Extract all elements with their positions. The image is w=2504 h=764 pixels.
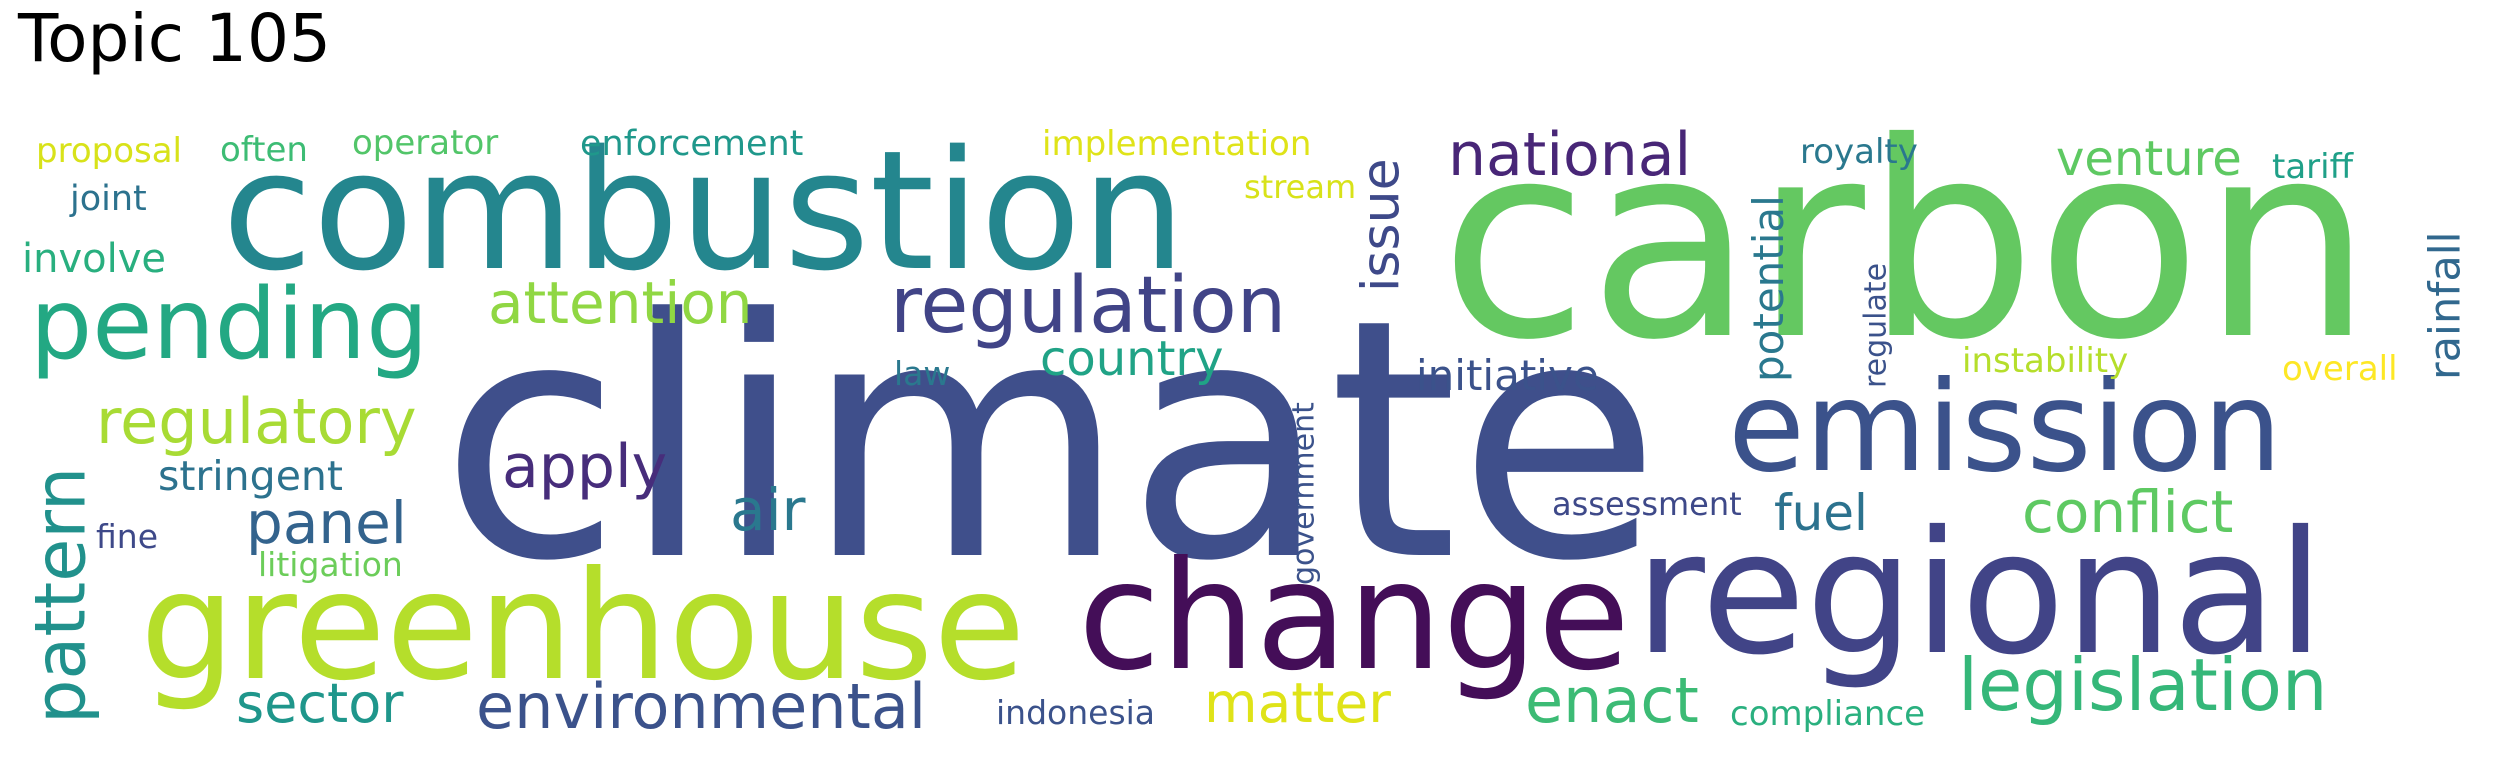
word-operator: operator (352, 123, 498, 163)
word-pending: pending (30, 268, 428, 382)
word-assessment: assessment (1552, 485, 1742, 523)
word-national: national (1448, 120, 1691, 190)
word-pattern: pattern (20, 467, 102, 724)
word-indonesia: indonesia (996, 693, 1155, 732)
word-government: government (1286, 402, 1321, 585)
word-environmental: environmental (476, 670, 926, 743)
word-enact: enact (1525, 664, 1699, 737)
word-joint: joint (69, 179, 147, 219)
word-attention: attention (488, 269, 753, 337)
word-stream: stream (1244, 168, 1356, 206)
word-legislation: legislation (1958, 643, 2328, 727)
word-law: law (894, 354, 950, 393)
word-royalty: royalty (1800, 132, 1918, 172)
word-regulate: regulate (1858, 263, 1893, 388)
word-climate: climate (440, 249, 1661, 633)
page-title: Topic 105 (18, 0, 331, 77)
word-venture: venture (2056, 131, 2242, 187)
word-overall: overall (2282, 349, 2398, 389)
word-implementation: implementation (1042, 124, 1311, 164)
word-change: change (1078, 530, 1630, 704)
word-country: country (1040, 331, 1224, 387)
word-greenhouse: greenhouse (140, 540, 1026, 714)
word-fine: fine (96, 517, 158, 556)
word-panel: panel (246, 489, 407, 557)
word-carbon: carbon (1440, 84, 2373, 399)
word-often: often (220, 130, 308, 170)
word-conflict: conflict (2022, 478, 2233, 546)
word-litigation: litigation (258, 545, 403, 584)
word-issue: issue (1352, 158, 1412, 292)
word-regulatory: regulatory (96, 385, 417, 458)
word-rainfall: rainfall (2421, 231, 2471, 380)
word-potential: potential (1744, 195, 1793, 382)
word-regional: regional (1635, 495, 2324, 693)
word-sector: sector (236, 672, 404, 735)
word-enforcement: enforcement (580, 124, 803, 164)
word-matter: matter (1204, 671, 1391, 735)
word-fuel: fuel (1774, 484, 1868, 542)
word-instability: instability (1962, 341, 2128, 381)
word-involve: involve (22, 236, 166, 282)
word-tariff: tariff (2272, 147, 2355, 187)
word-regulation: regulation (890, 261, 1286, 351)
word-proposal: proposal (36, 131, 182, 171)
word-apply: apply (502, 432, 667, 502)
word-emission: emission (1728, 355, 2282, 500)
word-stringent: stringent (158, 452, 343, 500)
word-compliance: compliance (1730, 694, 1925, 734)
word-air: air (730, 476, 806, 544)
word-combustion: combustion (222, 115, 1186, 307)
word-initiative: initiative (1416, 351, 1599, 400)
